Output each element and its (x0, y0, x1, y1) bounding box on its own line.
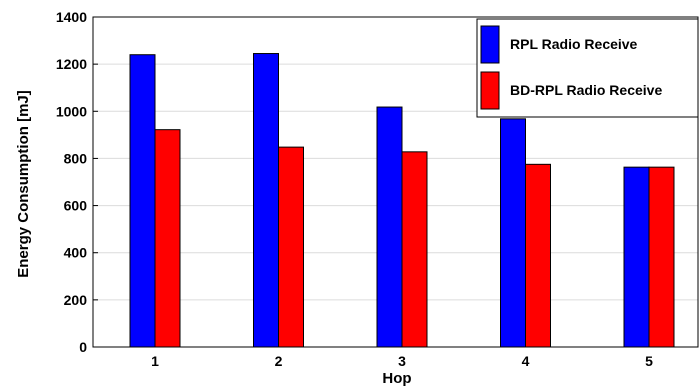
bar-rpl-hop-2 (253, 53, 279, 348)
y-axis-title: Energy Consumption [mJ] (15, 90, 32, 278)
bar-rpl-hop-1 (129, 54, 156, 348)
plot-frame (92, 16, 699, 348)
y-axis-ticks: 0 200 400 600 800 1000 1200 1400 (56, 9, 98, 355)
y-tick-label: 1200 (56, 56, 87, 72)
bar-bd-rpl-hop-4 (525, 163, 551, 348)
bar-bd-rpl-hop-1 (154, 129, 181, 348)
bar-rpl-hop-4 (500, 118, 526, 348)
legend-label-rpl: RPL Radio Receive (510, 36, 638, 52)
legend-box (476, 18, 699, 118)
legend: RPL Radio Receive BD-RPL Radio Receive (476, 18, 699, 118)
x-axis-ticks: 1 2 3 4 5 (151, 342, 653, 369)
bar-bd-rpl-hop-5 (648, 166, 675, 348)
x-tick-label: 4 (522, 353, 530, 369)
y-tick-label: 400 (64, 245, 88, 261)
y-tick-label: 200 (64, 292, 88, 308)
y-tick-label: 800 (64, 150, 88, 166)
legend-swatch-bd-rpl (480, 71, 500, 110)
y-tick-label: 1000 (56, 103, 87, 119)
bars (129, 53, 675, 348)
bar-rpl-hop-5 (623, 166, 650, 348)
x-axis-title: Hop (382, 370, 411, 387)
y-tick-label: 600 (64, 198, 88, 214)
bar-rpl-hop-3 (376, 106, 403, 348)
x-tick-label: 3 (398, 353, 406, 369)
x-tick-label: 1 (151, 353, 159, 369)
y-tick-label: 1400 (56, 9, 87, 25)
bar-bd-rpl-hop-3 (401, 151, 428, 348)
bar-bd-rpl-hop-2 (278, 146, 304, 348)
legend-label-bd-rpl: BD-RPL Radio Receive (510, 82, 662, 98)
x-tick-label: 2 (275, 353, 283, 369)
y-tick-label: 0 (79, 339, 87, 355)
legend-swatch-rpl (480, 25, 500, 64)
x-tick-label: 5 (645, 353, 653, 369)
